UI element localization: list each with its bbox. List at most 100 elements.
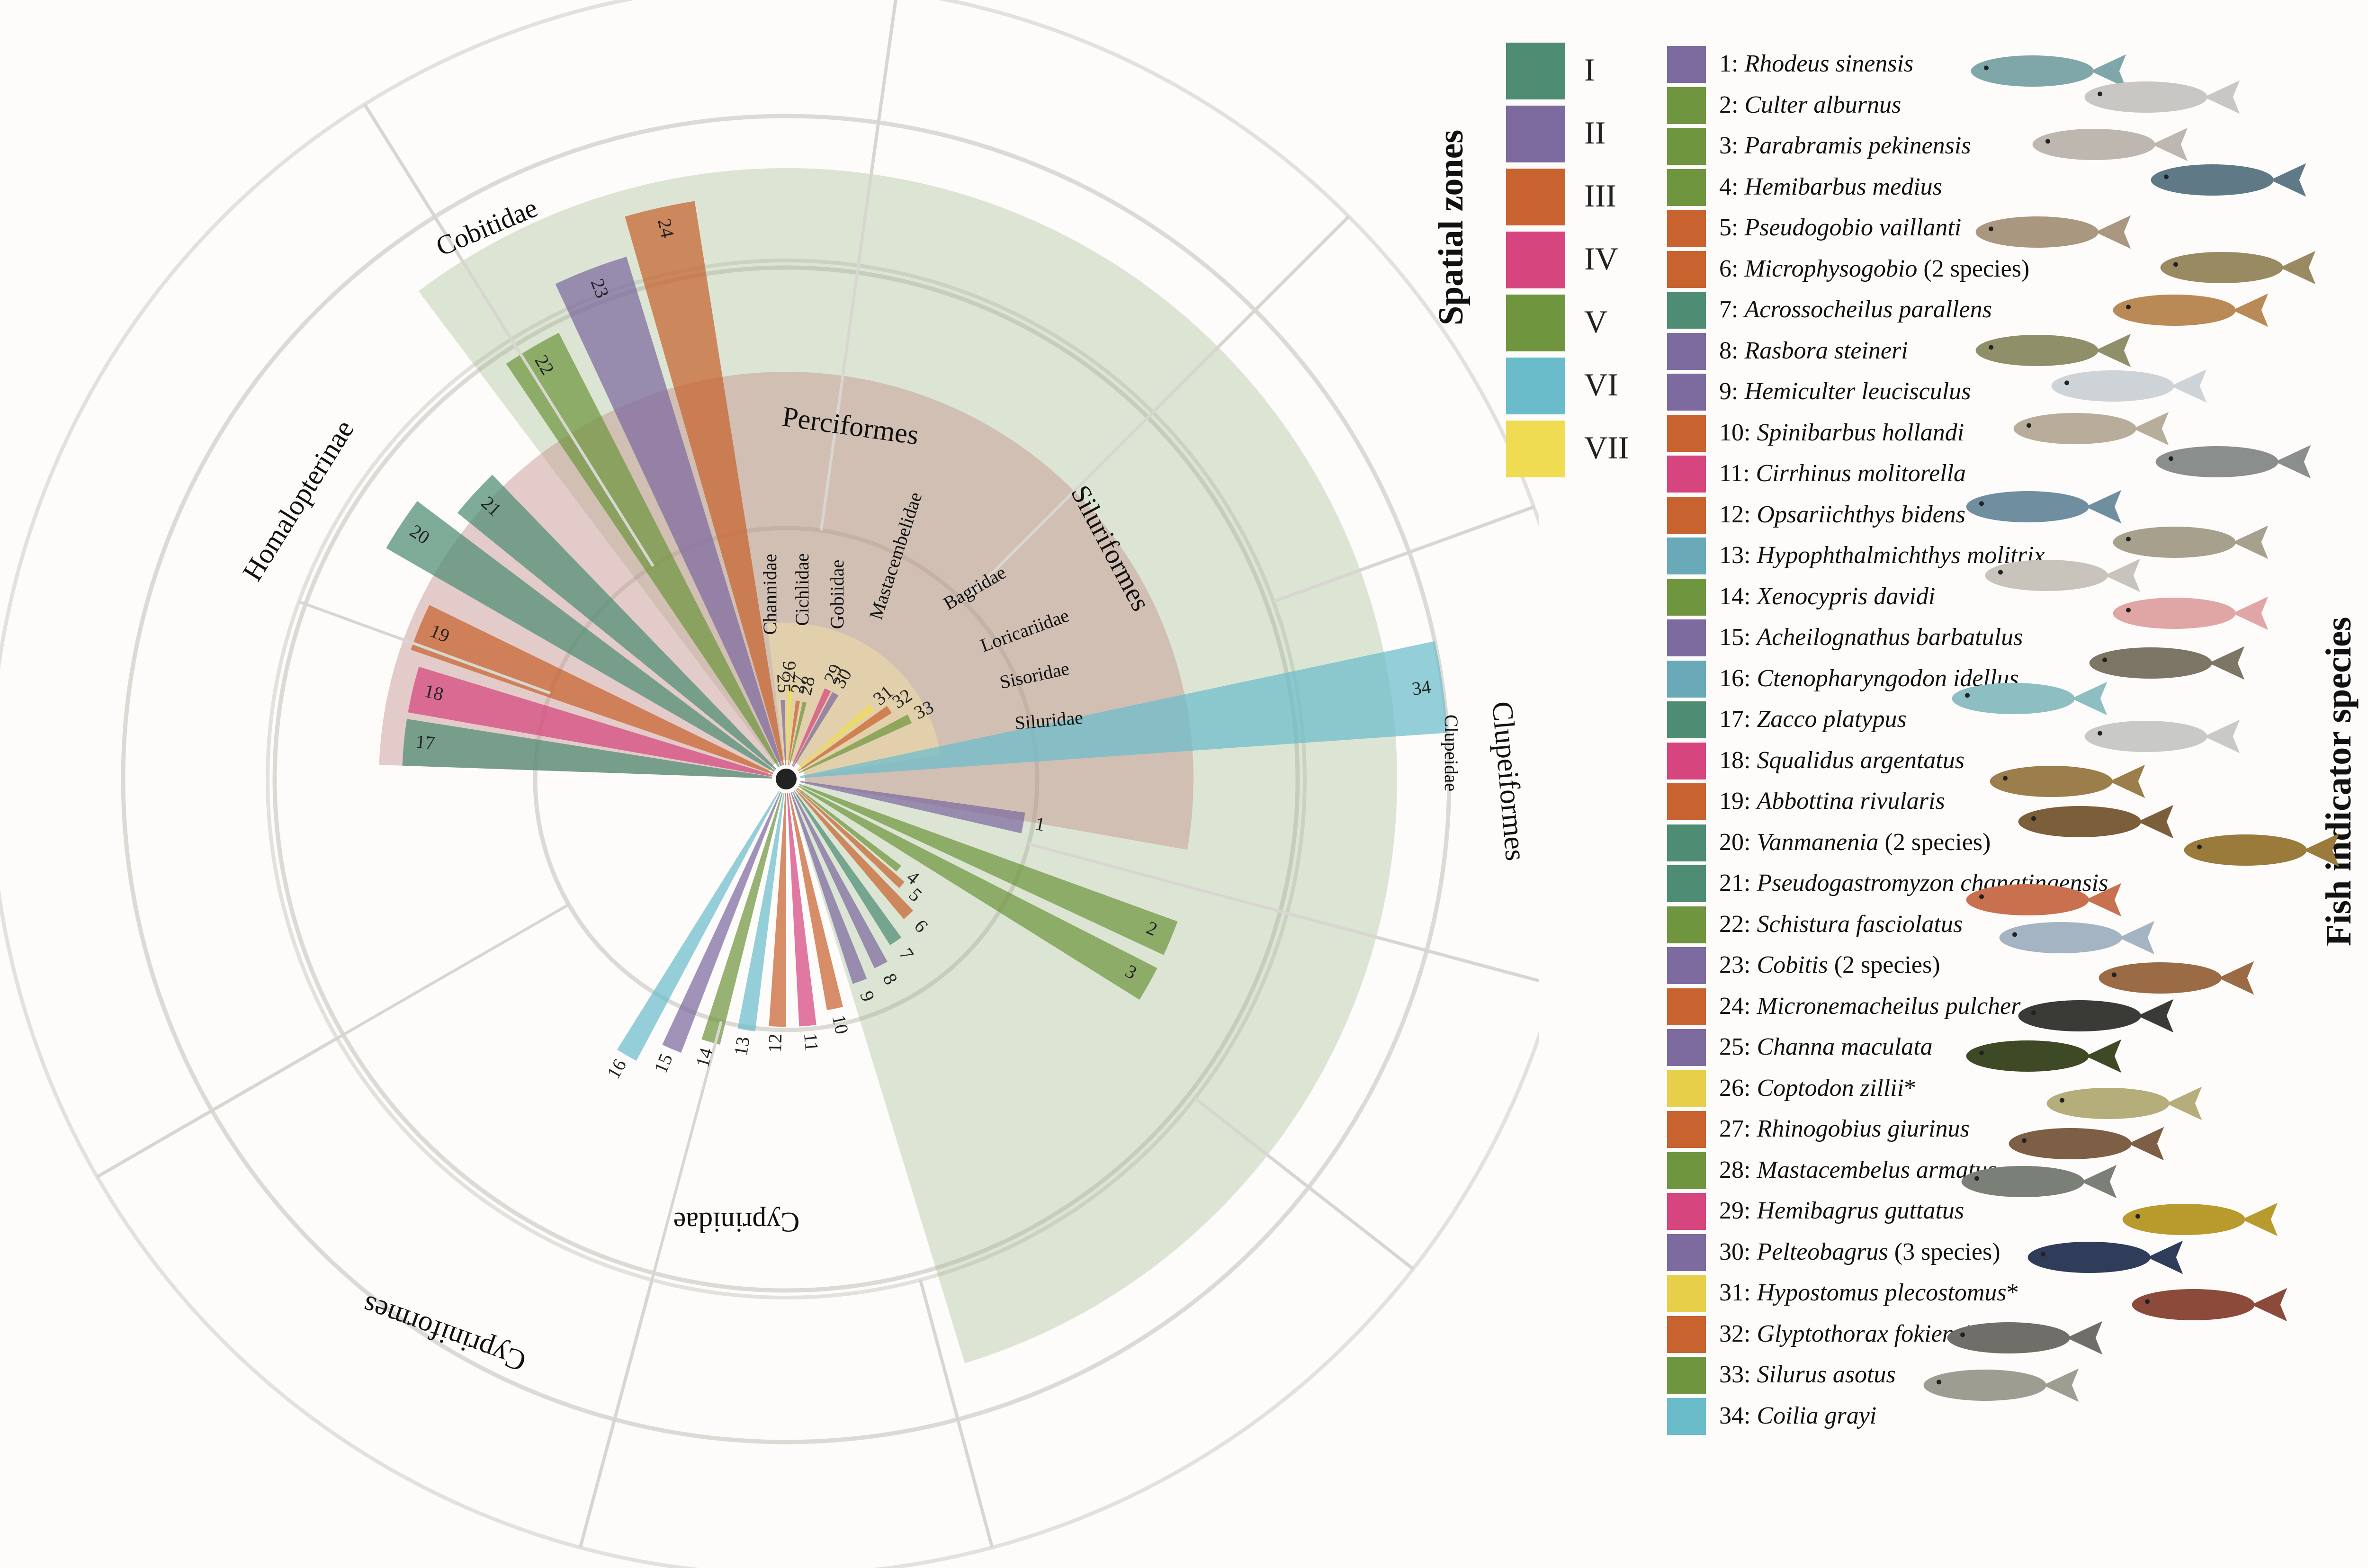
fish-picture-3 — [2032, 127, 2188, 161]
fish-picture-31 — [2027, 1240, 2183, 1274]
species-label: 33: Silurus asotus — [1719, 1361, 1896, 1389]
fish-picture-11 — [2155, 445, 2311, 479]
species-legend-row: 10: Spinibarbus hollandi — [1667, 414, 2093, 454]
species-number: 29: — [1719, 1197, 1757, 1224]
species-legend-row: 33: Silurus asotus — [1667, 1356, 2093, 1396]
species-bar-34 — [800, 641, 1448, 778]
species-swatch — [1667, 1152, 1706, 1189]
family-label-clupeidae: Clupeidae — [1441, 715, 1462, 791]
species-name: Parabramis pekinensis — [1744, 132, 1971, 159]
species-bar-11 — [787, 793, 816, 1027]
species-swatch — [1667, 210, 1706, 247]
species-name: Culter alburnus — [1744, 91, 1902, 118]
species-number: 9: — [1719, 378, 1745, 405]
species-label: 31: Hypostomus plecostomus* — [1719, 1279, 2019, 1307]
species-legend-row: 22: Schistura fasciolatus — [1667, 905, 2093, 945]
species-legend-row: 4: Hemibarbus medius — [1667, 168, 2093, 208]
fish-picture-6 — [2160, 251, 2316, 285]
species-bar-15 — [662, 792, 781, 1053]
species-bars — [386, 201, 1448, 1061]
species-legend-row: 28: Mastacembelus armatus — [1667, 1151, 2093, 1191]
order-divider — [1286, 912, 1539, 983]
zone-label: VI — [1584, 367, 1618, 403]
species-name: Micronemacheilus pulcher — [1757, 992, 2021, 1020]
species-name: Hemibarbus medius — [1744, 173, 1942, 200]
species-number: 27: — [1719, 1115, 1757, 1142]
species-bar-18 — [408, 666, 773, 777]
species-swatch — [1667, 46, 1706, 83]
species-bar-28 — [789, 701, 807, 766]
fish-picture-20 — [2018, 805, 2174, 839]
species-name: Hemibagrus guttatus — [1757, 1197, 1964, 1224]
species-label: 25: Channa maculata — [1719, 1033, 1933, 1061]
zone-legend-row: III — [1506, 169, 1667, 225]
species-swatch — [1667, 1193, 1706, 1230]
species-swatch — [1667, 865, 1706, 902]
fish-picture-18 — [2084, 719, 2240, 753]
species-swatch — [1667, 496, 1706, 534]
species-bar-7 — [793, 790, 902, 945]
fish-picture-29 — [1961, 1165, 2117, 1199]
species-legend-row: 24: Micronemacheilus pulcher — [1667, 987, 2093, 1027]
species-name: Hypophthalmichthys molitrix — [1757, 542, 2045, 569]
order-divider — [578, 1279, 654, 1548]
species-bar-label-16: 16 — [602, 1055, 630, 1082]
fish-picture-13 — [2113, 525, 2269, 559]
species-bar-1 — [800, 781, 1025, 833]
species-suffix: * — [2006, 1279, 2019, 1306]
species-number: 2: — [1719, 91, 1745, 118]
species-bar-29 — [791, 688, 831, 767]
species-swatch — [1667, 1316, 1706, 1353]
fish-picture-4 — [2151, 163, 2306, 197]
species-label: 8: Rasbora steineri — [1719, 337, 1908, 365]
order-divider — [919, 1279, 994, 1548]
species-number: 14: — [1719, 582, 1757, 610]
species-label: 18: Squalidus argentatus — [1719, 746, 1964, 774]
species-bar-25 — [780, 700, 786, 765]
species-legend-row: 17: Zacco platypus — [1667, 700, 2093, 740]
species-swatch — [1667, 169, 1706, 206]
species-swatch — [1667, 251, 1706, 288]
fish-picture-33 — [1947, 1321, 2103, 1355]
family-label-cichlidae: Cichlidae — [791, 553, 813, 626]
species-bar-24 — [625, 201, 784, 766]
species-name: Schistura fasciolatus — [1757, 910, 1963, 938]
species-suffix: (2 species) — [1878, 828, 1991, 856]
species-legend-row: 3: Parabramis pekinensis — [1667, 127, 2093, 167]
species-bar-label-15: 15 — [650, 1050, 677, 1076]
species-bar-31 — [797, 704, 874, 771]
fish-picture-19 — [1990, 764, 2145, 798]
species-swatch — [1667, 701, 1706, 738]
fish-picture-34 — [1923, 1368, 2079, 1402]
species-swatch — [1667, 947, 1706, 984]
species-legend-row: 15: Acheilognathus barbatulus — [1667, 618, 2093, 658]
species-label: 9: Hemiculter leucisculus — [1719, 377, 1971, 405]
fish-picture-26 — [1966, 1039, 2122, 1073]
species-legend-row: 31: Hypostomus plecostomus* — [1667, 1274, 2093, 1314]
zone-legend-row: V — [1506, 295, 1667, 351]
species-suffix: (2 species) — [1917, 255, 2030, 282]
species-bar-label-27: 27 — [786, 673, 810, 695]
species-label: 26: Coptodon zillii* — [1719, 1074, 1916, 1102]
zone-legend-row: IV — [1506, 232, 1667, 288]
family-label-channidae: Channidae — [759, 554, 780, 635]
species-number: 7: — [1719, 296, 1745, 323]
species-number: 20: — [1719, 828, 1757, 856]
species-name: Pseudogobio vaillanti — [1744, 214, 1962, 241]
species-bar-14 — [701, 792, 783, 1045]
species-name: Opsariichthys bidens — [1757, 501, 1965, 528]
species-bar-33 — [798, 714, 912, 773]
species-number: 16: — [1719, 664, 1757, 692]
species-legend-row: 20: Vanmanenia (2 species) — [1667, 824, 2093, 863]
zone-swatch — [1506, 169, 1565, 225]
species-swatch — [1667, 1398, 1706, 1435]
species-name: Zacco platypus — [1757, 706, 1907, 733]
species-legend-row: 7: Acrossocheilus parallens — [1667, 291, 2093, 331]
grid-ring — [272, 265, 1300, 1293]
order-divider — [363, 103, 513, 340]
species-bar-2 — [799, 784, 1178, 955]
species-number: 5: — [1719, 214, 1745, 241]
zone-label: III — [1584, 178, 1616, 214]
species-label: 5: Pseudogobio vaillanti — [1719, 214, 1961, 242]
species-legend-row: 5: Pseudogobio vaillanti — [1667, 209, 2093, 249]
